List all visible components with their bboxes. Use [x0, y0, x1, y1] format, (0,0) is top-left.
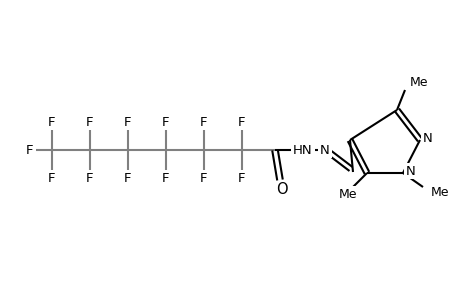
Text: Me: Me [430, 187, 448, 200]
Text: F: F [86, 116, 94, 128]
Text: N: N [319, 143, 329, 157]
Text: N: N [405, 164, 415, 178]
Text: F: F [200, 116, 207, 128]
Text: Me: Me [338, 188, 357, 200]
Text: F: F [48, 116, 56, 128]
Text: F: F [48, 172, 56, 184]
Text: HN: HN [292, 143, 312, 157]
Text: F: F [124, 116, 131, 128]
Text: F: F [162, 172, 169, 184]
Text: F: F [238, 116, 245, 128]
Text: N: N [422, 131, 432, 145]
Text: Me: Me [409, 76, 428, 88]
Text: F: F [124, 172, 131, 184]
Text: O: O [275, 182, 287, 197]
Text: F: F [26, 143, 34, 157]
Text: F: F [162, 116, 169, 128]
Text: F: F [200, 172, 207, 184]
Text: F: F [238, 172, 245, 184]
Text: F: F [86, 172, 94, 184]
